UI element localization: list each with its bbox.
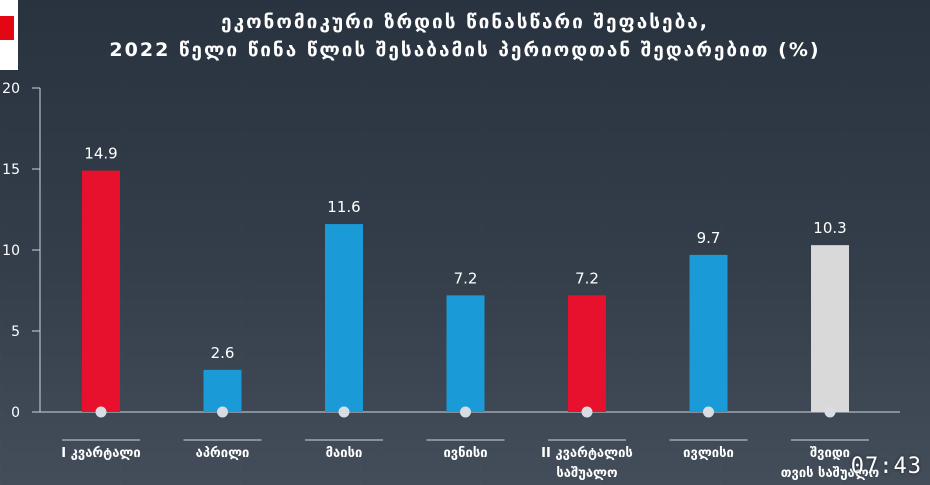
y-tick-label: 10 <box>2 243 20 259</box>
y-tick-label: 15 <box>2 162 20 178</box>
baseline-dot <box>460 406 471 418</box>
x-tick-label: I კვარტალი <box>61 446 140 461</box>
data-label: 11.6 <box>327 198 360 216</box>
x-tick-label: საშუალო <box>556 466 617 481</box>
x-tick-label: შვიდი <box>810 446 850 461</box>
title-line-1: ეკონომიკური ზრდის წინასწარი შეფასება, <box>220 11 710 33</box>
x-tick-label: თვის საშუალო <box>781 466 880 481</box>
bar <box>203 369 242 412</box>
data-label: 7.2 <box>454 269 478 287</box>
bar <box>446 295 485 412</box>
x-tick-label: აპრილი <box>196 446 250 461</box>
y-tick-label: 5 <box>11 324 20 340</box>
baseline-dot <box>217 406 228 418</box>
baseline-dot <box>824 406 836 418</box>
bar <box>325 224 363 412</box>
bar <box>82 170 120 412</box>
baseline-dot <box>95 406 107 418</box>
channel-logo <box>0 0 18 70</box>
chart-title: ეკონომიკური ზრდის წინასწარი შეფასება, 20… <box>0 8 930 64</box>
bar <box>568 295 606 412</box>
bar <box>689 254 728 412</box>
x-tick-label: II კვარტალის <box>541 446 633 461</box>
data-label: 10.3 <box>813 219 846 237</box>
logo-mark <box>0 16 14 40</box>
baseline-dot <box>581 406 593 418</box>
baseline-dot <box>338 406 350 418</box>
data-label: 7.2 <box>575 269 599 287</box>
baseline-dot <box>703 406 714 418</box>
clock: 07:43 <box>850 454 922 479</box>
data-label: 2.6 <box>211 344 235 362</box>
y-tick-label: 0 <box>11 405 20 421</box>
bar <box>811 245 849 412</box>
data-label: 14.9 <box>84 145 117 163</box>
x-tick-label: ივნისი <box>443 446 487 461</box>
x-tick-label: ივლისი <box>683 446 734 461</box>
y-tick-label: 20 <box>2 81 20 97</box>
data-label: 9.7 <box>697 229 721 247</box>
x-tick-label: მაისი <box>326 446 363 461</box>
title-line-2: 2022 წელი წინა წლის შესაბამის პერიოდთან … <box>109 39 821 61</box>
